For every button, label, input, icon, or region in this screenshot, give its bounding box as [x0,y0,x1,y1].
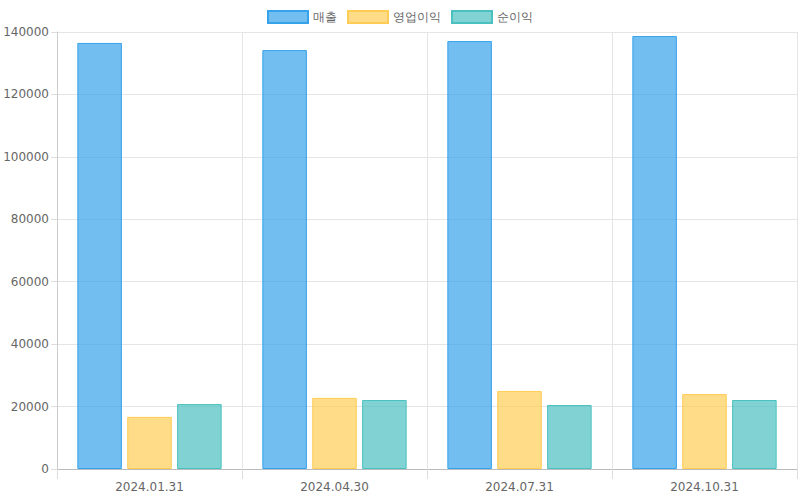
svg-text:2024.04.30: 2024.04.30 [300,480,369,494]
svg-text:2024.07.31: 2024.07.31 [485,480,554,494]
svg-text:60000: 60000 [11,275,49,289]
svg-text:2024.10.31: 2024.10.31 [670,480,739,494]
svg-text:영업이익: 영업이익 [393,10,441,24]
svg-text:100000: 100000 [3,150,49,164]
svg-text:매출: 매출 [313,10,337,24]
svg-text:2024.01.31: 2024.01.31 [115,480,184,494]
svg-text:120000: 120000 [3,87,49,101]
svg-text:20000: 20000 [11,400,49,414]
svg-text:순이익: 순이익 [497,10,533,24]
svg-text:80000: 80000 [11,212,49,226]
svg-text:40000: 40000 [11,337,49,351]
svg-text:0: 0 [41,462,49,476]
svg-text:140000: 140000 [3,25,49,39]
